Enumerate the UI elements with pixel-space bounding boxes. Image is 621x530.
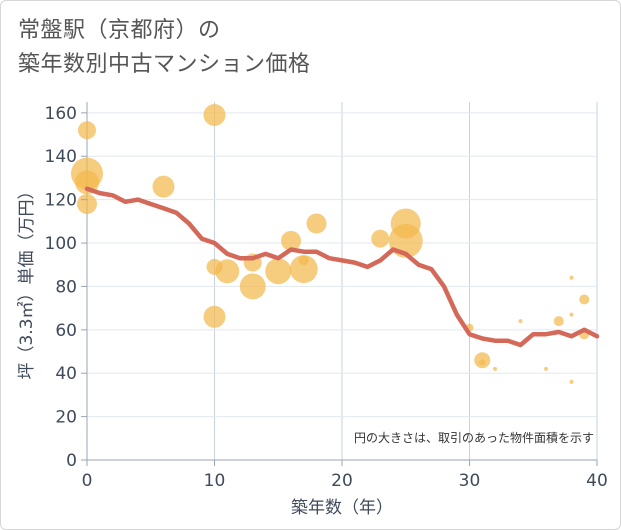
bubble-layer [71, 104, 590, 384]
y-tick-label: 0 [66, 451, 77, 471]
scatter-point [281, 230, 301, 251]
chart-title: 常盤駅（京都府）の 築年数別中古マンション価格 [18, 14, 311, 82]
scatter-point [569, 379, 574, 384]
x-tick-label: 40 [586, 471, 608, 491]
scatter-point [518, 319, 523, 324]
x-tick-label: 30 [459, 471, 481, 491]
scatter-point [306, 213, 327, 234]
scatter-point [152, 175, 175, 198]
x-tick-label: 10 [204, 471, 226, 491]
scatter-point [203, 104, 226, 127]
scatter-point [75, 170, 99, 195]
y-tick-label: 140 [45, 147, 77, 167]
scatter-point [569, 312, 574, 317]
scatter-point [553, 316, 564, 327]
y-tick-label: 60 [55, 321, 77, 341]
scatter-point [371, 229, 390, 248]
x-axis-label: 築年数（年） [291, 498, 393, 518]
scatter-point [203, 305, 226, 328]
x-tick-label: 20 [331, 471, 353, 491]
scatter-point [215, 259, 240, 284]
scatter-point [77, 193, 97, 214]
scatter-point [265, 258, 292, 285]
average-price-line [84, 186, 600, 348]
tick-layer: 0 20 40 60 80 100 120 140 160 0 10 20 30 40 [45, 104, 608, 491]
grid-layer [86, 102, 598, 461]
scatter-point [579, 294, 590, 305]
y-tick-label: 80 [55, 277, 77, 297]
scatter-point [298, 255, 309, 266]
scatter-point [239, 273, 266, 300]
scatter-point [479, 359, 486, 366]
size-note: 円の大きさは、取引のあった物件面積を示す [354, 430, 594, 445]
scatter-point [544, 366, 548, 371]
scatter-point [78, 121, 96, 140]
chart-title-line-1: 常盤駅（京都府）の [18, 18, 221, 43]
y-tick-label: 160 [45, 104, 77, 124]
scatter-point [289, 255, 318, 284]
scatter-point [569, 275, 574, 280]
y-axis-label: 坪（3.3㎡）単価（万円） [17, 182, 37, 379]
scatter-point [493, 366, 497, 371]
x-tick-label: 0 [82, 471, 93, 491]
y-tick-label: 20 [55, 408, 77, 428]
y-tick-label: 100 [45, 234, 77, 254]
chart-title-line-2: 築年数別中古マンション価格 [18, 52, 311, 77]
y-tick-label: 120 [45, 191, 77, 211]
y-tick-label: 40 [55, 364, 77, 384]
line-layer [84, 186, 600, 348]
